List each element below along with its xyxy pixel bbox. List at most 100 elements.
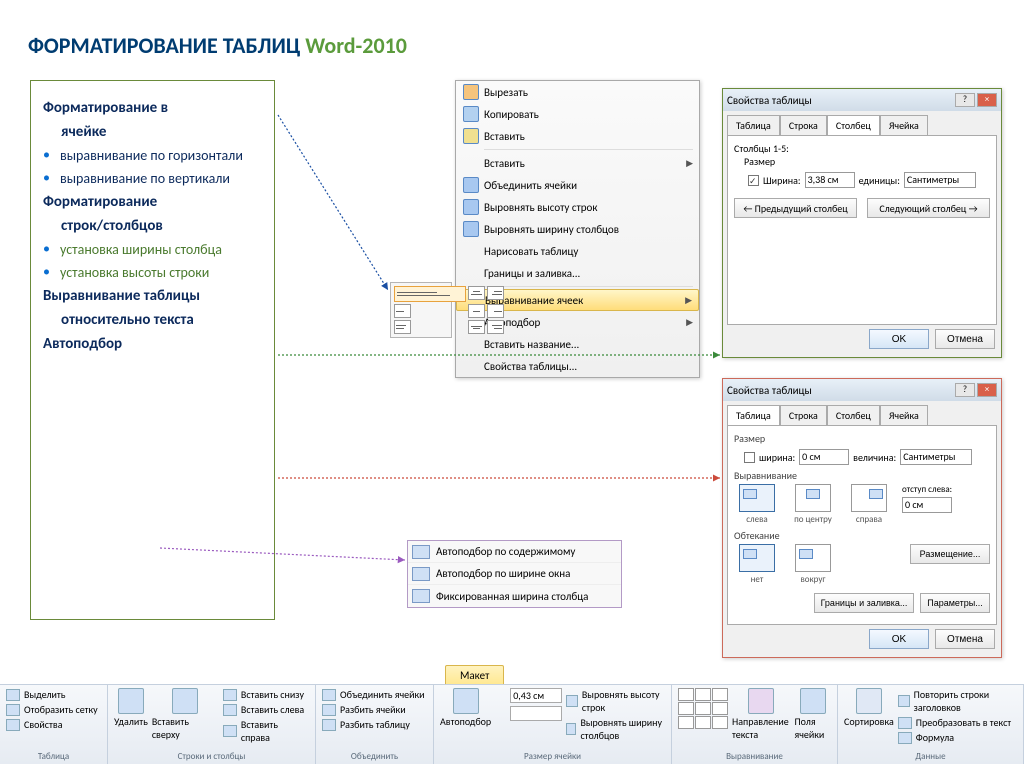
ctx-eqcol[interactable]: Выровнять ширину столбцов	[456, 218, 699, 240]
width-checkbox[interactable]	[748, 175, 759, 186]
panel-h1b: ячейке	[61, 123, 266, 141]
params-button[interactable]: Параметры...	[920, 593, 990, 613]
align-left[interactable]	[739, 484, 775, 512]
ribbon-col-width[interactable]	[495, 706, 562, 721]
autofit-window[interactable]: Автоподбор по ширине окна	[408, 563, 621, 585]
description-panel: Форматирование в ячейке •выравнивание по…	[30, 80, 275, 620]
autofit-content[interactable]: Автоподбор по содержимому	[408, 541, 621, 563]
ribbon-row-height[interactable]: 0,43 см	[495, 688, 562, 703]
autofit-fixed[interactable]: Фиксированная ширина столбца	[408, 585, 621, 607]
tab-row[interactable]: Строка	[780, 115, 827, 135]
ctx-borders[interactable]: Границы и заливка...	[456, 262, 699, 284]
help-button[interactable]: ?	[955, 93, 975, 107]
tab-table[interactable]: Таблица	[727, 405, 780, 425]
bullet-valign-h: •выравнивание по горизонтали	[43, 147, 266, 164]
unit-select[interactable]: Сантиметры	[904, 172, 976, 188]
unit-select[interactable]: Сантиметры	[900, 449, 972, 465]
align-bc[interactable]	[468, 320, 485, 334]
ribbon-split-table[interactable]: Разбить таблицу	[322, 718, 425, 731]
paste-icon	[463, 128, 479, 144]
ribbon-split[interactable]: Разбить ячейки	[322, 703, 425, 716]
ribbon-align-grid[interactable]	[678, 688, 728, 729]
borders-button[interactable]: Границы и заливка...	[814, 593, 914, 613]
panel-h3: Выравнивание таблицы	[43, 287, 266, 305]
tab-column[interactable]: Столбец	[827, 405, 880, 425]
help-button[interactable]: ?	[955, 383, 975, 397]
autofit-content-icon	[412, 545, 430, 559]
align-tc[interactable]	[468, 286, 485, 300]
align-section-label: Выравнивание	[734, 469, 990, 482]
ctx-paste[interactable]: Вставить	[456, 125, 699, 147]
align-br[interactable]	[487, 320, 504, 334]
ribbon-convert-text[interactable]: Преобразовать в текст	[898, 716, 1017, 729]
ribbon-text-direction[interactable]: Направление текста	[732, 688, 790, 741]
ribbon-select[interactable]: Выделить	[6, 688, 98, 701]
page-title: ФОРМАТИРОВАНИЕ ТАБЛИЦ Word-2010	[28, 32, 407, 59]
ribbon-eq-cols[interactable]: Выровнять ширину столбцов	[566, 716, 665, 742]
align-right[interactable]	[851, 484, 887, 512]
panel-h2b: строк/столбцов	[61, 217, 266, 235]
align-tr[interactable]	[487, 286, 504, 300]
ok-button[interactable]: OK	[869, 629, 929, 649]
ribbon-insert-left[interactable]: Вставить слева	[223, 703, 309, 716]
align-tl[interactable]	[394, 286, 466, 302]
ribbon-sort[interactable]: Сортировка	[844, 688, 894, 728]
close-button[interactable]: ×	[977, 93, 997, 107]
ribbon-eq-rows[interactable]: Выровнять высоту строк	[566, 688, 665, 714]
align-mr[interactable]	[487, 304, 504, 318]
align-bl[interactable]	[394, 320, 411, 334]
indent-input[interactable]: 0 см	[902, 497, 952, 513]
ctx-copy[interactable]: Копировать	[456, 103, 699, 125]
size-label: Размер	[744, 155, 990, 168]
size-section-label: Размер	[734, 432, 990, 445]
bullet-col-width: •установка ширины столбца	[43, 241, 266, 258]
ctx-merge[interactable]: Объединить ячейки	[456, 174, 699, 196]
next-column-button[interactable]: Следующий столбец →	[867, 198, 990, 218]
width-input[interactable]: 3,38 см	[805, 172, 855, 188]
table-properties-dialog-columns: Свойства таблицы ?× Таблица Строка Столб…	[722, 88, 1002, 358]
ctx-cut[interactable]: Вырезать	[456, 81, 699, 103]
ribbon-merge[interactable]: Объединить ячейки	[322, 688, 425, 701]
tab-column[interactable]: Столбец	[827, 115, 880, 135]
ribbon-tab-layout[interactable]: Макет	[445, 665, 504, 686]
ribbon-repeat-headers[interactable]: Повторить строки заголовков	[898, 688, 1017, 714]
ctx-eqrow[interactable]: Выровнять высоту строк	[456, 196, 699, 218]
ribbon-cell-margins[interactable]: Поля ячейки	[794, 688, 831, 741]
tab-row[interactable]: Строка	[780, 405, 827, 425]
width-checkbox[interactable]	[744, 452, 755, 463]
ribbon-delete[interactable]: Удалить	[114, 688, 148, 728]
cancel-button[interactable]: Отмена	[935, 329, 995, 349]
column-range-label: Столбцы 1-5:	[734, 142, 990, 155]
ribbon-insert-below[interactable]: Вставить снизу	[223, 688, 309, 701]
cut-icon	[463, 84, 479, 100]
tab-cell[interactable]: Ячейка	[880, 115, 928, 135]
ok-button[interactable]: OK	[869, 329, 929, 349]
ribbon-formula[interactable]: Формула	[898, 731, 1017, 744]
cancel-button[interactable]: Отмена	[935, 629, 995, 649]
ctx-insert[interactable]: Вставить▶	[456, 152, 699, 174]
eqrow-icon	[463, 199, 479, 215]
align-mc[interactable]	[468, 304, 485, 318]
grid-icon	[6, 704, 20, 716]
ctx-caption[interactable]: Вставить название...	[456, 333, 699, 355]
align-center[interactable]	[795, 484, 831, 512]
select-icon	[6, 689, 20, 701]
wrap-none[interactable]	[739, 544, 775, 572]
ctx-props[interactable]: Свойства таблицы...	[456, 355, 699, 377]
tab-table[interactable]: Таблица	[727, 115, 780, 135]
tab-cell[interactable]: Ячейка	[880, 405, 928, 425]
ribbon-grid[interactable]: Отобразить сетку	[6, 703, 98, 716]
width-input[interactable]: 0 см	[799, 449, 849, 465]
ribbon-insert-above[interactable]: Вставить сверху	[152, 688, 219, 741]
bullet-row-height: •установка высоты строки	[43, 264, 266, 281]
ribbon-insert-right[interactable]: Вставить справа	[223, 718, 309, 744]
align-ml[interactable]	[394, 304, 411, 318]
wrap-around[interactable]	[795, 544, 831, 572]
close-button[interactable]: ×	[977, 383, 997, 397]
prev-column-button[interactable]: ← Предыдущий столбец	[734, 198, 857, 218]
placement-button[interactable]: Размещение...	[910, 544, 990, 564]
ctx-draw[interactable]: Нарисовать таблицу	[456, 240, 699, 262]
ribbon-autofit[interactable]: Автоподбор	[440, 688, 491, 728]
copy-icon	[463, 106, 479, 122]
ribbon-props[interactable]: Свойства	[6, 718, 98, 731]
